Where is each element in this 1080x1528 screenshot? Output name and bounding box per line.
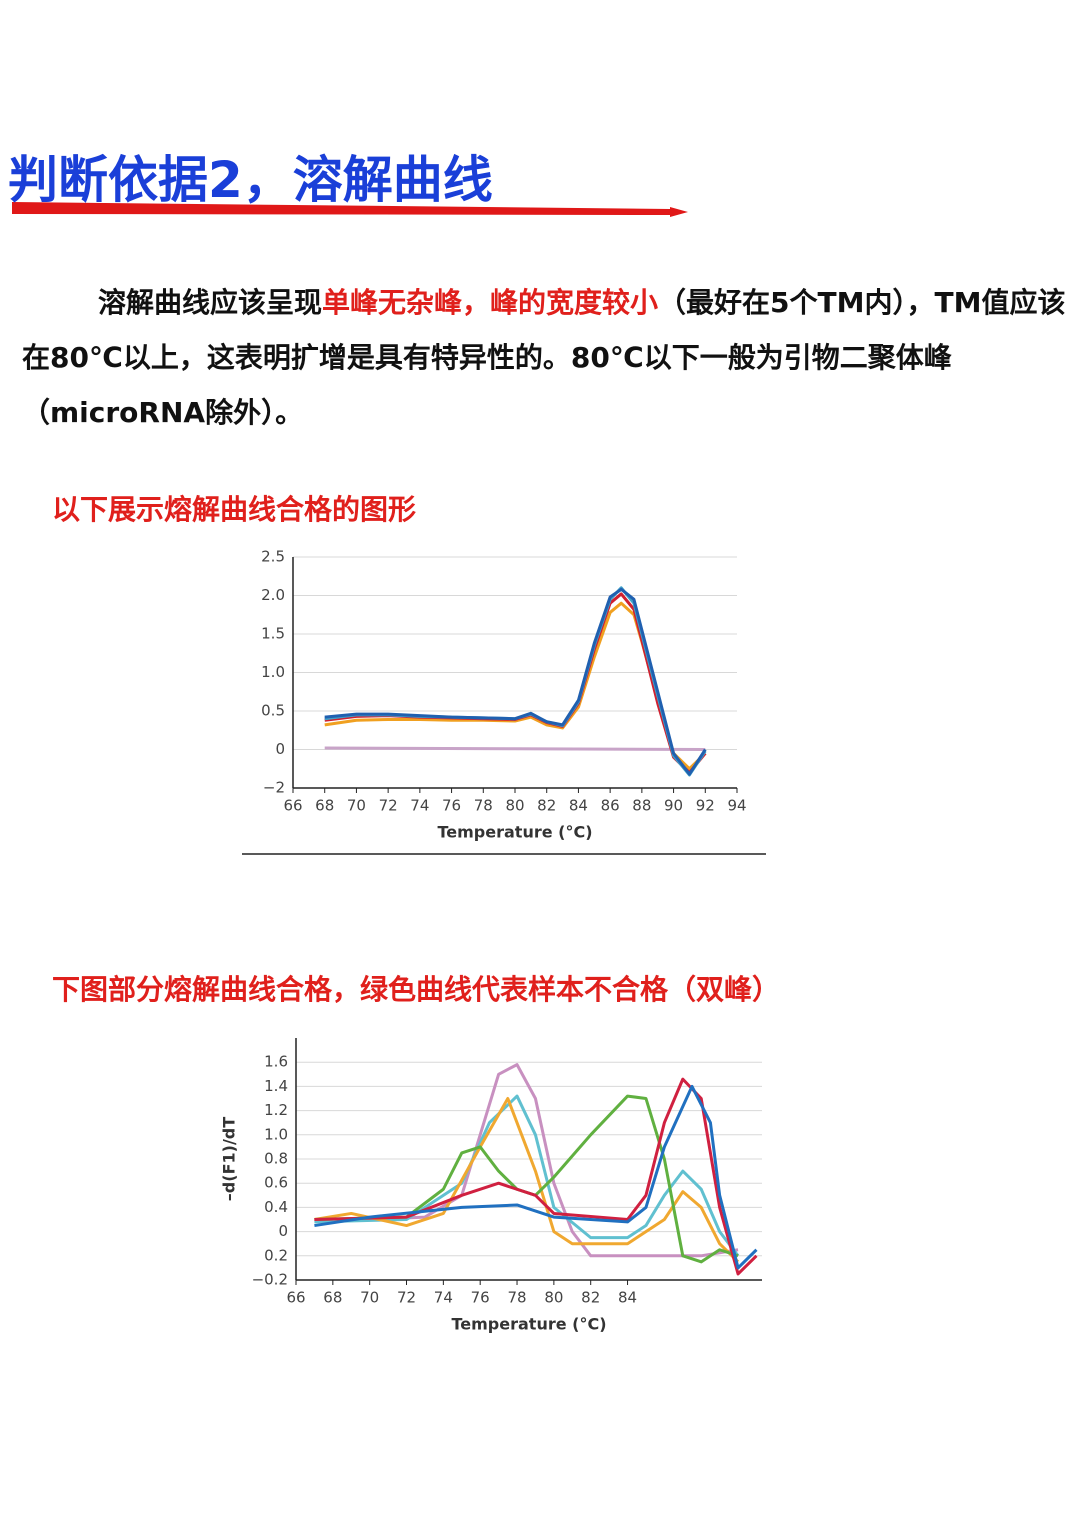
x-tick-label: 80: [505, 797, 524, 815]
y-tick-label: 0.5: [261, 702, 285, 720]
x-axis-label: Temperature (°C): [437, 823, 592, 842]
x-tick-label: 76: [471, 1289, 490, 1307]
title-arrow: [12, 202, 688, 217]
curve: [314, 1094, 739, 1264]
y-tick-label: 0.4: [264, 1198, 288, 1216]
highlight: 单峰无杂峰，峰的宽度较小: [322, 286, 659, 319]
y-tick-label: 0.8: [264, 1150, 288, 1168]
y-tick-label: 0: [275, 740, 285, 758]
y-axis-label: –d(F1)/dT: [220, 1117, 239, 1201]
curve: [324, 592, 707, 775]
x-tick-label: 84: [569, 797, 588, 815]
x-tick-label: 84: [618, 1289, 637, 1307]
x-tick-label: 78: [474, 797, 493, 815]
y-tick-label: 0.2: [264, 1246, 288, 1264]
y-tick-label: 1.6: [264, 1053, 288, 1071]
x-tick-label: 70: [347, 797, 366, 815]
x-tick-label: 66: [286, 1289, 305, 1307]
x-tick-label: 82: [537, 797, 556, 815]
curve: [314, 1063, 739, 1258]
x-tick-label: 94: [727, 797, 746, 815]
y-tick-label: 1.4: [264, 1077, 288, 1095]
x-tick-label: 82: [581, 1289, 600, 1307]
x-axis-label: Temperature (°C): [451, 1315, 606, 1334]
x-tick-label: 76: [442, 797, 461, 815]
x-tick-label: 72: [379, 797, 398, 815]
x-tick-label: 90: [664, 797, 683, 815]
x-tick-label: 88: [632, 797, 651, 815]
x-tick-label: 68: [323, 1289, 342, 1307]
y-tick-label: 0.6: [264, 1174, 288, 1192]
x-tick-label: 74: [434, 1289, 453, 1307]
heading: 以下展示熔解曲线合格的图形: [52, 493, 417, 526]
y-tick-label: 1.5: [261, 625, 285, 643]
y-tick-label: 0: [278, 1222, 288, 1240]
x-tick-label: 86: [601, 797, 620, 815]
x-tick-label: 78: [507, 1289, 526, 1307]
y-tick-label: 2.5: [261, 548, 285, 566]
curve: [324, 746, 706, 751]
curve: [314, 1077, 758, 1276]
y-tick-label: −2: [263, 779, 285, 797]
y-tick-label: 1.0: [264, 1125, 288, 1143]
curve: [324, 601, 707, 771]
curve: [324, 587, 707, 776]
y-tick-label: 2.0: [261, 586, 285, 604]
x-tick-label: 72: [397, 1289, 416, 1307]
curve: [314, 1084, 758, 1270]
x-tick-label: 66: [283, 797, 302, 815]
x-tick-label: 74: [410, 797, 429, 815]
x-tick-label: 80: [544, 1289, 563, 1307]
heading: 下图部分熔解曲线合格，绿色曲线代表样本不合格（双峰）: [52, 973, 781, 1006]
paragraph: 溶解曲线应该呈现单峰无杂峰，峰的宽度较小（最好在5个TM内），TM值应该在80℃…: [22, 275, 1074, 440]
y-tick-label: 1.2: [264, 1101, 288, 1119]
y-tick-label: −0.2: [252, 1271, 288, 1289]
x-tick-label: 68: [315, 797, 334, 815]
text: 溶解曲线应该呈现: [98, 286, 323, 319]
x-tick-label: 70: [360, 1289, 379, 1307]
curve: [314, 1097, 740, 1263]
title: 判断依据2，溶解曲线: [8, 151, 493, 209]
x-tick-label: 92: [696, 797, 715, 815]
y-tick-label: 1.0: [261, 663, 285, 681]
text: （最好在5个TM内），TM值应该在80℃以上，这表明扩增是具有特异性的。80℃以…: [22, 286, 1066, 429]
